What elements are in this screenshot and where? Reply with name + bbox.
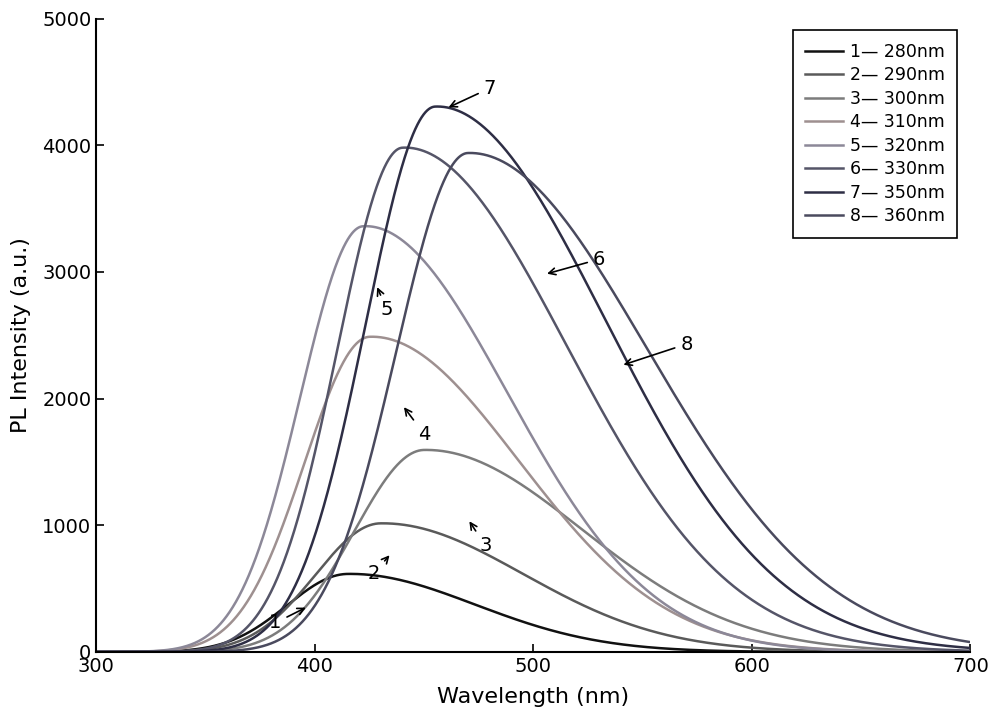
X-axis label: Wavelength (nm): Wavelength (nm) [437, 687, 629, 707]
Text: 4: 4 [405, 409, 430, 444]
Text: 5: 5 [377, 289, 393, 320]
Y-axis label: PL Intensity (a.u.): PL Intensity (a.u.) [11, 238, 31, 433]
Text: 1: 1 [269, 608, 304, 633]
Text: 7: 7 [450, 79, 496, 107]
Text: 3: 3 [470, 523, 492, 555]
Legend: 1— 280nm, 2— 290nm, 3— 300nm, 4— 310nm, 5— 320nm, 6— 330nm, 7— 350nm, 8— 360nm: 1— 280nm, 2— 290nm, 3— 300nm, 4— 310nm, … [793, 30, 957, 238]
Text: 2: 2 [368, 556, 388, 583]
Text: 8: 8 [625, 335, 693, 365]
Text: 6: 6 [549, 250, 605, 275]
